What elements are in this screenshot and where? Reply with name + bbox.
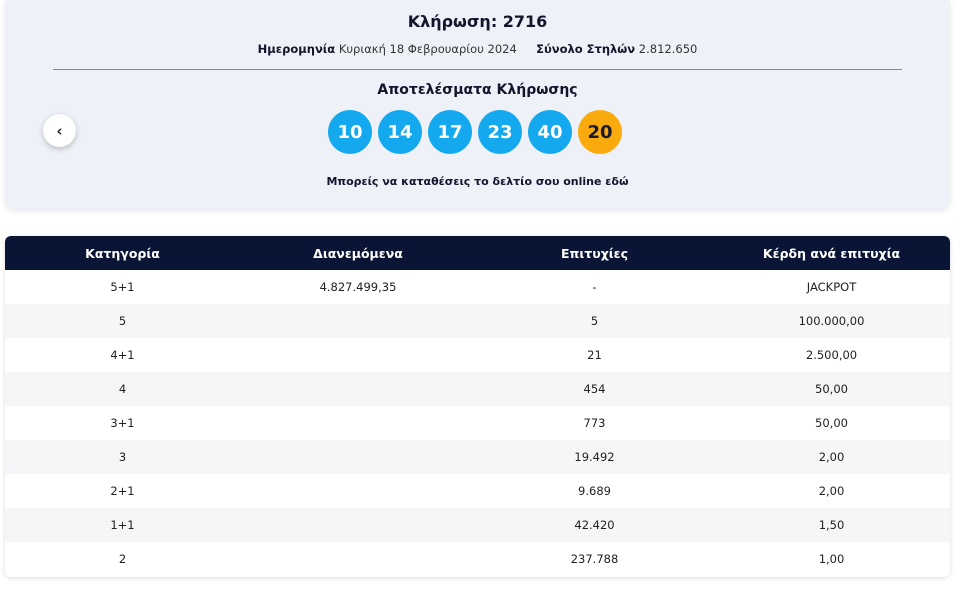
cell-category: 1+1 <box>110 518 135 532</box>
cell-prize: 100.000,00 <box>798 314 865 328</box>
online-note-text: Μπορείς να καταθέσεις το δελτίο σου onli… <box>326 175 606 188</box>
cell-prize: 50,00 <box>815 382 848 396</box>
cell-winners: 454 <box>583 382 606 396</box>
table-row: 2 237.788 1,00 <box>5 542 950 576</box>
cell-category: 3+1 <box>110 416 135 430</box>
header-category: Κατηγορία <box>85 245 160 261</box>
cell-winners: 19.492 <box>574 450 615 464</box>
bonus-ball: 20 <box>578 110 622 154</box>
cell-prize: 50,00 <box>815 416 848 430</box>
table-header-row: Κατηγορία Διανεμόμενα Επιτυχίες Κέρδη αν… <box>5 236 950 270</box>
cell-winners: 237.788 <box>570 552 619 566</box>
winning-numbers: 10 14 17 23 40 20 <box>328 110 622 154</box>
cell-distributed <box>240 406 476 440</box>
columns-value: 2.812.650 <box>638 42 698 56</box>
cell-prize: JACKPOT <box>806 280 857 294</box>
table-row: 4 454 50,00 <box>5 372 950 406</box>
cell-prize: 2.500,00 <box>805 348 858 362</box>
cell-distributed <box>240 508 476 542</box>
cell-category: 4+1 <box>110 348 135 362</box>
cell-distributed <box>240 474 476 508</box>
date-label: Ημερομηνία <box>257 42 336 56</box>
cell-winners: 773 <box>583 416 606 430</box>
table-row: 1+1 42.420 1,50 <box>5 508 950 542</box>
cell-category: 3 <box>118 450 127 464</box>
cell-prize: 2,00 <box>818 484 845 498</box>
table-row: 5 5 100.000,00 <box>5 304 950 338</box>
cell-prize: 2,00 <box>818 450 845 464</box>
date-value: Κυριακή 18 Φεβρουαρίου 2024 <box>338 42 517 56</box>
cell-winners: 9.689 <box>578 484 611 498</box>
cell-winners: 5 <box>590 314 599 328</box>
results-title: Αποτελέσματα Κλήρωσης <box>377 82 578 98</box>
draw-meta: Ημερομηνία Κυριακή 18 Φεβρουαρίου 2024 Σ… <box>5 42 950 56</box>
online-link[interactable]: εδώ <box>605 175 629 188</box>
header-distributed: Διανεμόμενα <box>313 245 403 261</box>
cell-winners: 42.420 <box>574 518 615 532</box>
cell-winners: - <box>592 280 597 294</box>
cell-prize: 1,00 <box>818 552 845 566</box>
cell-distributed <box>240 372 476 406</box>
number-ball: 17 <box>428 110 472 154</box>
draw-title: Κλήρωση: 2716 <box>407 12 548 31</box>
cell-prize: 1,50 <box>818 518 845 532</box>
chevron-left-icon: ‹ <box>56 121 63 140</box>
draw-info-card: Κλήρωση: 2716 Ημερομηνία Κυριακή 18 Φεβρ… <box>5 0 950 209</box>
previous-draw-button[interactable]: ‹ <box>43 114 76 147</box>
cell-category: 2+1 <box>110 484 135 498</box>
online-note: Μπορείς να καταθέσεις το δελτίο σου onli… <box>5 175 950 188</box>
number-ball: 10 <box>328 110 372 154</box>
cell-distributed <box>240 542 476 576</box>
cell-category: 5 <box>118 314 127 328</box>
cell-distributed <box>240 440 476 474</box>
divider <box>53 69 902 70</box>
cell-category: 5+1 <box>110 280 135 294</box>
table-row: 3 19.492 2,00 <box>5 440 950 474</box>
cell-category: 4 <box>118 382 127 396</box>
number-ball: 14 <box>378 110 422 154</box>
table-row: 3+1 773 50,00 <box>5 406 950 440</box>
table-row: 4+1 21 2.500,00 <box>5 338 950 372</box>
cell-distributed: 4.827.499,35 <box>319 280 397 294</box>
cell-category: 2 <box>118 552 127 566</box>
table-row: 2+1 9.689 2,00 <box>5 474 950 508</box>
cell-distributed <box>240 338 476 372</box>
cell-winners: 21 <box>587 348 602 362</box>
header-winners: Επιτυχίες <box>560 245 629 261</box>
cell-distributed <box>240 304 476 338</box>
prize-table: Κατηγορία Διανεμόμενα Επιτυχίες Κέρδη αν… <box>5 236 950 577</box>
number-ball: 23 <box>478 110 522 154</box>
table-row: 5+1 4.827.499,35 - JACKPOT <box>5 270 950 304</box>
number-ball: 40 <box>528 110 572 154</box>
header-prize-per-winner: Κέρδη ανά επιτυχία <box>762 245 901 261</box>
columns-label: Σύνολο Στηλών <box>536 42 636 56</box>
